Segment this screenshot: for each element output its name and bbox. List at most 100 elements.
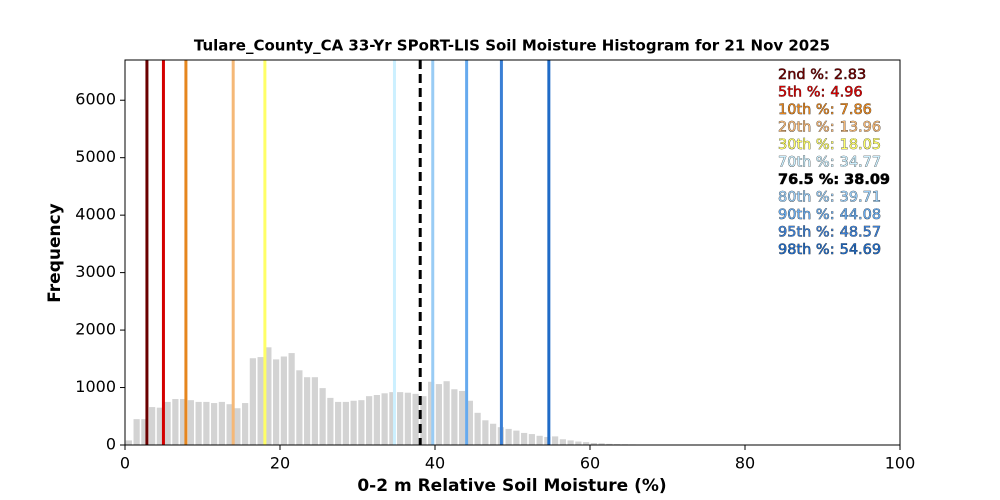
chart-title: Tulare_County_CA 33-Yr SPoRT-LIS Soil Mo… xyxy=(194,37,830,55)
legend-label: 80th %: xyxy=(778,190,835,206)
bar xyxy=(389,392,396,445)
legend-value: 2.83 xyxy=(834,67,866,83)
legend-label: 70th %: xyxy=(778,155,835,171)
bar xyxy=(358,400,365,445)
bar xyxy=(125,440,132,445)
legend-label: 95th %: xyxy=(778,225,835,241)
bar xyxy=(242,403,249,445)
bar xyxy=(521,432,528,445)
legend-entry: 10th %: 7.86 xyxy=(778,102,872,118)
bar xyxy=(257,357,264,445)
bar xyxy=(505,428,512,445)
bar xyxy=(466,400,473,445)
legend-label: 90th %: xyxy=(778,207,835,223)
legend-entry: 70th %: 34.77 xyxy=(778,155,881,171)
legend-entry: 5th %: 4.96 xyxy=(778,85,863,101)
legend-value: 4.96 xyxy=(830,85,862,101)
legend-value: 38.09 xyxy=(844,172,890,188)
bar xyxy=(218,401,225,445)
x-tick-label: 20 xyxy=(270,454,290,473)
legend-label: 20th %: xyxy=(778,120,835,136)
bar xyxy=(280,356,287,445)
bar xyxy=(513,430,520,445)
legend-entry: 20th %: 13.96 xyxy=(778,120,881,136)
legend-entry: 90th %: 44.08 xyxy=(778,207,881,223)
bar xyxy=(428,381,435,445)
x-tick-label: 60 xyxy=(580,454,600,473)
bar xyxy=(373,395,380,445)
bar xyxy=(149,407,156,445)
bar xyxy=(583,442,590,445)
bar xyxy=(203,401,210,445)
legend-entry: 80th %: 39.71 xyxy=(778,190,881,206)
bar xyxy=(420,396,427,445)
y-tick-label: 4000 xyxy=(75,205,116,224)
legend-value: 7.86 xyxy=(840,102,872,118)
bar xyxy=(490,423,497,445)
legend-entry: 98th %: 54.69 xyxy=(778,242,881,258)
bar xyxy=(133,419,140,445)
x-axis-label: 0-2 m Relative Soil Moisture (%) xyxy=(357,476,666,496)
legend-value: 13.96 xyxy=(840,120,882,136)
x-tick-label: 0 xyxy=(120,454,130,473)
bar xyxy=(342,401,349,445)
bar xyxy=(443,381,450,445)
y-tick-label: 6000 xyxy=(75,90,116,109)
bar xyxy=(249,358,256,445)
legend-label: 5th %: xyxy=(778,85,825,101)
bar xyxy=(366,396,373,445)
legend-value: 34.77 xyxy=(840,155,882,171)
bar xyxy=(304,377,311,445)
legend-label: 30th %: xyxy=(778,137,835,153)
bar xyxy=(311,377,318,445)
bar xyxy=(327,397,334,445)
bar xyxy=(319,388,326,445)
bar xyxy=(528,434,535,445)
bar xyxy=(265,347,272,445)
bar xyxy=(335,401,342,445)
legend-entry: 30th %: 18.05 xyxy=(778,137,881,153)
bar xyxy=(172,399,179,445)
bar xyxy=(459,390,466,445)
y-tick-label: 1000 xyxy=(75,377,116,396)
y-tick-label: 0 xyxy=(106,435,116,454)
bar xyxy=(180,399,187,445)
bar xyxy=(559,439,566,445)
legend-label: 98th %: xyxy=(778,242,835,258)
bar xyxy=(296,370,303,445)
legend-value: 54.69 xyxy=(840,242,882,258)
plot-frame xyxy=(124,59,901,446)
legend-value: 39.71 xyxy=(840,190,882,206)
bar xyxy=(397,392,404,445)
x-tick-label: 40 xyxy=(425,454,445,473)
legend-label: 2nd %: xyxy=(778,67,829,83)
legend-value: 18.05 xyxy=(840,137,882,153)
bar xyxy=(381,393,388,445)
legend-entry: 95th %: 48.57 xyxy=(778,225,881,241)
bar xyxy=(211,403,218,445)
legend-entry: 76.5 %: 38.09 xyxy=(778,172,890,188)
bar xyxy=(606,443,613,445)
bar xyxy=(536,435,543,445)
bar xyxy=(404,392,411,445)
bar xyxy=(482,420,489,445)
bar xyxy=(226,404,233,445)
bar xyxy=(412,393,419,445)
bar xyxy=(288,353,295,445)
y-tick-label: 3000 xyxy=(75,262,116,281)
bar xyxy=(273,359,280,445)
legend-label: 10th %: xyxy=(778,102,835,118)
bar xyxy=(350,400,357,445)
y-tick-label: 2000 xyxy=(75,320,116,339)
bar xyxy=(474,412,481,445)
bar xyxy=(435,384,442,445)
x-tick-label: 80 xyxy=(735,454,755,473)
legend-value: 44.08 xyxy=(840,207,882,223)
bar xyxy=(575,441,582,445)
legend-entry: 2nd %: 2.83 xyxy=(778,67,866,83)
bar xyxy=(567,440,574,445)
bar xyxy=(234,408,241,445)
bar xyxy=(590,442,597,445)
bar xyxy=(195,401,202,445)
